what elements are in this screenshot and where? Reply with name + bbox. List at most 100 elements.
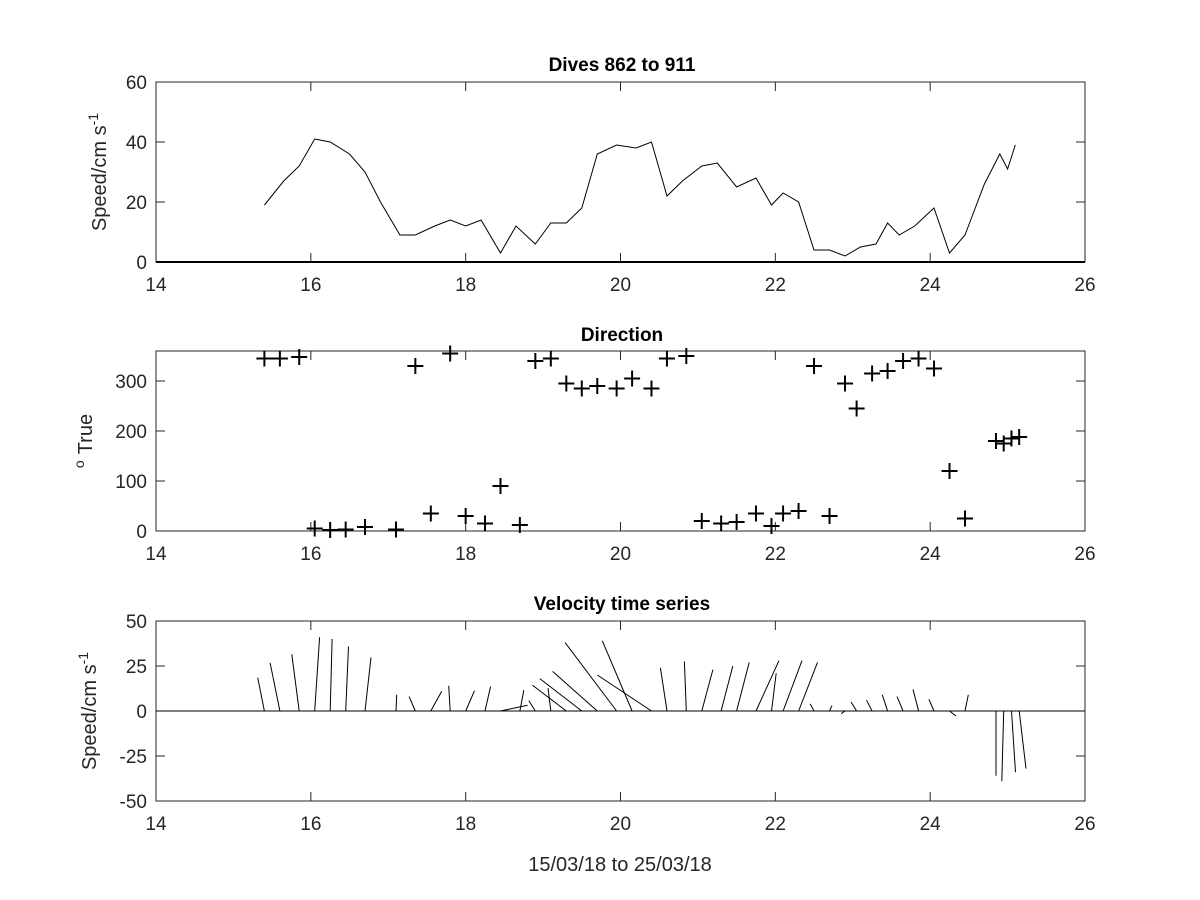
speed-plot-frame <box>155 81 1086 263</box>
velocity-y-axis-label-superscript: -1 <box>75 652 91 665</box>
direction-marker <box>775 505 792 522</box>
velocity-stick <box>736 662 750 712</box>
direction-marker <box>957 510 974 527</box>
velocity-y-tick-label: 50 <box>126 612 147 633</box>
speed-x-tick-label: 18 <box>455 275 476 296</box>
velocity-stick <box>798 662 818 712</box>
speed-panel-title: Dives 862 to 911 <box>549 55 696 76</box>
direction-y-tick-label: 200 <box>115 422 147 443</box>
velocity-x-tick-label: 16 <box>300 814 321 835</box>
speed-x-tick-label: 16 <box>300 275 321 296</box>
direction-marker <box>864 365 881 382</box>
speed-y-tick-label: 60 <box>126 73 147 94</box>
velocity-x-ticks: 14 16 18 20 22 24 26 <box>145 621 1096 835</box>
velocity-stick <box>928 699 935 712</box>
speed-x-tick-label: 14 <box>145 275 167 296</box>
velocity-stick <box>547 688 552 712</box>
velocity-stick <box>601 640 633 712</box>
velocity-y-tick-label: -50 <box>120 792 147 813</box>
direction-marker <box>987 433 1004 449</box>
direction-plot-frame <box>155 350 1086 532</box>
direction-marker <box>608 380 625 397</box>
direction-marker <box>848 400 865 417</box>
velocity-stick <box>597 674 652 712</box>
velocity-stick <box>329 638 333 712</box>
direction-marker <box>895 353 912 369</box>
velocity-stick <box>809 703 815 712</box>
direction-marker <box>879 363 896 379</box>
direction-marker <box>1011 429 1028 445</box>
velocity-x-tick-label: 22 <box>765 814 786 835</box>
velocity-stick <box>866 699 873 712</box>
direction-panel-title: Direction <box>581 325 663 346</box>
velocity-stick <box>519 690 525 712</box>
direction-marker <box>306 520 323 537</box>
velocity-stick <box>720 665 734 712</box>
direction-marker <box>357 519 374 535</box>
velocity-stick <box>539 678 583 712</box>
velocity-stick <box>840 710 846 715</box>
direction-marker <box>542 350 559 367</box>
speed-x-tick-label: 24 <box>920 275 942 296</box>
panel-direction: Direction 14 16 18 20 22 24 26 0 100 200 300 o Tru… <box>71 325 1096 565</box>
velocity-stick <box>500 704 528 712</box>
velocity-x-tick-label: 26 <box>1074 814 1095 835</box>
direction-x-ticks: 14 16 18 20 22 24 26 <box>145 351 1096 565</box>
speed-y-axis-label-superscript: -1 <box>85 113 101 126</box>
speed-x-tick-label: 26 <box>1074 275 1095 296</box>
direction-x-tick-label: 24 <box>920 544 942 565</box>
velocity-sticks <box>257 637 1027 782</box>
direction-marker <box>442 345 459 362</box>
direction-marker <box>1003 430 1020 447</box>
direction-marker <box>624 370 641 387</box>
speed-series-line <box>264 138 1016 257</box>
velocity-stick <box>896 696 904 712</box>
speed-y-ticks: 0 20 40 60 <box>126 73 1085 274</box>
velocity-stick <box>829 705 833 712</box>
direction-marker <box>573 380 590 397</box>
direction-marker <box>941 463 958 479</box>
direction-x-tick-label: 18 <box>455 544 476 565</box>
speed-y-axis-label-text: Speed/cm s <box>89 125 111 231</box>
direction-marker <box>387 521 404 538</box>
direction-marker <box>256 350 273 367</box>
direction-x-tick-label: 26 <box>1074 544 1095 565</box>
velocity-stick <box>1001 710 1005 782</box>
velocity-x-tick-label: 24 <box>920 814 942 835</box>
direction-y-axis-label: o True <box>71 414 97 468</box>
direction-x-tick-label: 16 <box>300 544 321 565</box>
velocity-stick <box>532 684 567 712</box>
direction-marker <box>713 515 730 532</box>
velocity-stick <box>771 673 777 712</box>
velocity-x-tick-label: 14 <box>145 814 167 835</box>
velocity-y-axis-label-text: Speed/cm s <box>79 664 101 770</box>
direction-marker <box>926 360 943 377</box>
speed-y-tick-label: 40 <box>126 133 147 154</box>
velocity-y-tick-label: -25 <box>120 747 147 768</box>
velocity-stick <box>364 657 372 712</box>
direction-marker <box>747 505 764 522</box>
direction-x-tick-label: 22 <box>765 544 786 565</box>
velocity-stick <box>269 662 281 712</box>
direction-marker <box>763 518 780 534</box>
velocity-stick <box>1011 710 1016 773</box>
velocity-stick <box>395 694 398 712</box>
direction-marker <box>477 515 494 532</box>
direction-marker <box>821 508 838 524</box>
velocity-stick <box>701 669 714 712</box>
direction-marker <box>527 353 544 369</box>
direction-marker <box>271 350 288 367</box>
velocity-stick <box>912 689 920 712</box>
direction-y-axis-label-superscript: o <box>71 460 87 468</box>
velocity-stick <box>291 654 300 712</box>
velocity-stick <box>881 694 889 712</box>
direction-marker <box>291 349 308 365</box>
direction-marker <box>837 375 854 392</box>
velocity-y-ticks: 50 25 0 -25 -50 <box>120 612 1085 813</box>
velocity-stick <box>257 677 265 712</box>
velocity-x-tick-label: 18 <box>455 814 476 835</box>
velocity-stick <box>659 667 668 712</box>
speed-x-ticks: 14 16 18 20 22 24 26 <box>145 82 1096 296</box>
direction-y-tick-label: 300 <box>115 372 147 393</box>
